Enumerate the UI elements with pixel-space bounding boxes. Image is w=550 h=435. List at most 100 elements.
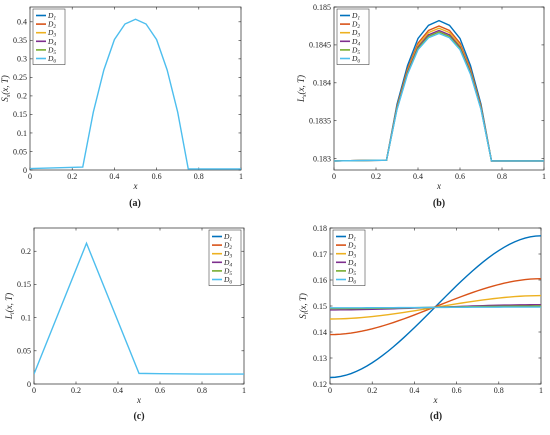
x-tick-label: 0.4 xyxy=(413,172,423,181)
y-tick-label: 0.18 xyxy=(313,224,327,233)
panel-b: 0 0.2 0.4 0.6 0.8 1 0.183 0.1835 0.184 0.1845 0.18… xyxy=(296,3,546,209)
legend-label: D2 xyxy=(47,20,56,31)
y-tick-label: 0.13 xyxy=(313,354,327,363)
series-line-D6 xyxy=(334,32,544,162)
legend-label: D4 xyxy=(351,37,360,48)
x-tick-label: 0 xyxy=(28,172,32,181)
panel-d: 0 0.2 0.4 0.6 0.8 1 0.12 0.13 0.14 0.15 0.16 0.17 0.… xyxy=(298,224,543,422)
x-tick-label: 0.2 xyxy=(71,386,81,395)
series-line-D6 xyxy=(30,18,241,170)
y-tick-label: 0.14 xyxy=(313,328,327,337)
y-axis-label: Ls(x, T) xyxy=(296,75,308,103)
x-tick-label: 0.8 xyxy=(494,386,504,395)
axes-box xyxy=(33,227,245,385)
y-tick-label: 0.184 xyxy=(313,79,331,88)
y-tick-label: 0.16 xyxy=(313,276,327,285)
legend-label: D6 xyxy=(223,275,232,286)
legend-label: D6 xyxy=(347,275,356,286)
legend-label: D2 xyxy=(347,241,356,252)
legend-label: D6 xyxy=(47,54,56,65)
legend-label: D5 xyxy=(347,266,356,277)
x-tick-label: 0.6 xyxy=(152,172,162,181)
legend-label: D5 xyxy=(47,45,56,56)
y-tick-label: 0.1845 xyxy=(309,41,331,50)
y-axis-label: Li(x, T) xyxy=(4,293,16,320)
legend-box xyxy=(32,8,66,65)
x-tick-label: 0.6 xyxy=(455,172,465,181)
x-tick-label: 0.4 xyxy=(409,386,419,395)
legend-label: D3 xyxy=(47,28,56,39)
legend-label: D1 xyxy=(47,11,56,22)
x-tick-label: 0.4 xyxy=(109,172,119,181)
legend-label: D4 xyxy=(47,37,56,48)
y-tick-label: 0.15 xyxy=(13,110,27,119)
x-tick-label: 0 xyxy=(332,172,336,181)
legend-label: D5 xyxy=(223,266,232,277)
x-tick-label: 0.8 xyxy=(497,172,507,181)
y-tick-label: 0.15 xyxy=(17,280,31,289)
legend-label: D3 xyxy=(223,249,232,260)
x-axis-label: x xyxy=(136,395,141,405)
x-tick-label: 1 xyxy=(242,386,246,395)
legend-label: D2 xyxy=(223,241,232,252)
legend-box xyxy=(336,8,370,65)
panel-a: 0 0.2 0.4 0.6 0.8 1 0 0.05 0.1 0.15 0.2 0.25 0.3 0.35… xyxy=(0,6,243,209)
y-tick-label: 0.12 xyxy=(313,380,327,389)
panel-c: 0 0.2 0.4 0.6 0.8 1 0 0.05 0.1 0.15 0.2 x Li(x, T) (c… xyxy=(4,227,246,422)
y-tick-label: 0 xyxy=(23,166,27,175)
y-tick-label: 0 xyxy=(27,380,31,389)
legend-box xyxy=(208,229,242,286)
x-tick-label: 0.6 xyxy=(452,386,462,395)
x-tick-label: 1 xyxy=(542,172,546,181)
legend-label: D1 xyxy=(347,232,356,243)
y-tick-label: 0.17 xyxy=(313,250,327,259)
legend-label: D4 xyxy=(223,258,232,269)
y-tick-label: 0.05 xyxy=(17,347,31,356)
y-tick-label: 0.1 xyxy=(17,129,27,138)
axes-box xyxy=(333,6,545,171)
x-tick-label: 0 xyxy=(32,386,36,395)
x-axis-label: x xyxy=(433,395,438,405)
legend-label: D1 xyxy=(351,11,360,22)
panel-caption: (a) xyxy=(129,198,141,209)
y-axis-label: Ss(x, T) xyxy=(0,75,12,102)
x-tick-label: 0.2 xyxy=(371,172,381,181)
panel-caption: (c) xyxy=(133,411,144,422)
panel-caption: (d) xyxy=(430,411,442,422)
x-tick-label: 1 xyxy=(539,386,543,395)
y-tick-label: 0.2 xyxy=(17,92,27,101)
panel-caption: (b) xyxy=(433,198,445,209)
y-tick-label: 0.05 xyxy=(13,147,27,156)
y-tick-label: 0.1835 xyxy=(309,117,331,126)
legend-label: D5 xyxy=(351,45,360,56)
x-tick-label: 0.6 xyxy=(155,386,165,395)
legend-box xyxy=(332,229,366,286)
y-tick-label: 0.4 xyxy=(17,18,27,27)
y-tick-label: 0.185 xyxy=(313,3,331,12)
y-tick-label: 0.1 xyxy=(21,313,31,322)
legend-label: D3 xyxy=(351,28,360,39)
x-tick-label: 0 xyxy=(328,386,332,395)
x-tick-label: 0.2 xyxy=(367,386,377,395)
series-line-D6 xyxy=(330,306,541,309)
x-tick-label: 0.2 xyxy=(67,172,77,181)
x-tick-label: 0.8 xyxy=(197,386,207,395)
legend-label: D6 xyxy=(351,54,360,65)
legend-label: D2 xyxy=(351,20,360,31)
x-axis-label: x xyxy=(133,181,138,191)
y-tick-label: 0.183 xyxy=(313,154,331,163)
axes-box xyxy=(29,6,242,171)
legend-label: D1 xyxy=(223,232,232,243)
y-tick-label: 0.35 xyxy=(13,36,27,45)
legend-label: D3 xyxy=(347,249,356,260)
y-tick-label: 0.15 xyxy=(313,302,327,311)
x-tick-label: 0.4 xyxy=(113,386,123,395)
x-axis-label: x xyxy=(436,181,441,191)
y-tick-label: 0.3 xyxy=(17,55,27,64)
x-tick-label: 0.8 xyxy=(194,172,204,181)
